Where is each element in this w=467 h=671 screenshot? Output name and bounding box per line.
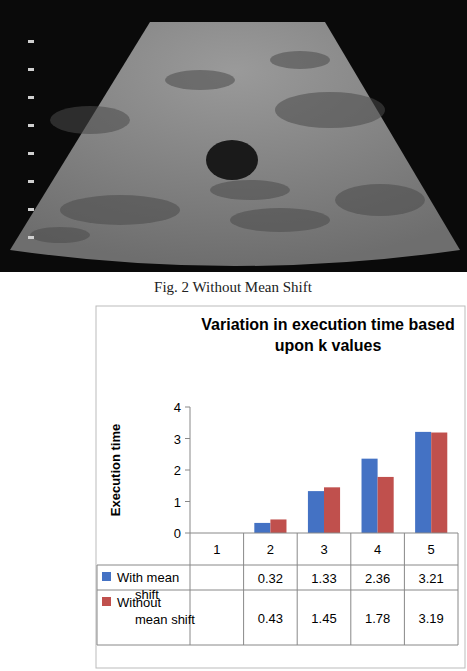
y-tick-label: 4: [174, 400, 181, 415]
depth-marker: [28, 40, 34, 43]
table-col-line: [190, 533, 191, 645]
depth-marker: [28, 68, 34, 71]
x-tick-label: 2: [267, 542, 274, 557]
data-label: 2.36: [365, 571, 390, 586]
x-tick-label: 1: [213, 542, 220, 557]
table-col-line: [404, 533, 405, 645]
chart-title: Variation in execution time based upon k …: [201, 316, 454, 354]
speckle: [60, 195, 180, 225]
scan-sector: [10, 22, 460, 266]
y-axis-line: [190, 407, 191, 533]
legend-key: [102, 597, 111, 606]
speckle: [210, 180, 290, 200]
lesion: [206, 140, 258, 180]
ultrasound-image: [0, 0, 467, 272]
speckle: [270, 51, 330, 69]
y-axis-title: Execution time: [108, 424, 123, 516]
table-col-line: [297, 533, 298, 645]
y-tick: [185, 470, 190, 471]
data-label: 3.21: [419, 571, 444, 586]
caption: Fig. 2 Without Mean Shift: [154, 279, 313, 295]
y-tick: [185, 407, 190, 408]
depth-marker: [28, 208, 34, 211]
depth-marker: [28, 180, 34, 183]
x-axis-line: [190, 533, 458, 534]
table-row-line: [97, 565, 458, 566]
table-col-line: [243, 533, 244, 645]
bar: [415, 432, 431, 533]
chart-frame: [96, 306, 465, 668]
data-label: 0.32: [258, 571, 283, 586]
legend-line: With mean: [117, 570, 179, 585]
speckle: [335, 184, 425, 216]
speckle: [30, 227, 90, 243]
x-tick-label: 4: [374, 542, 381, 557]
bars: [254, 432, 447, 533]
x-tick-label: 5: [428, 542, 435, 557]
legend-key: [102, 572, 111, 581]
bar: [308, 491, 324, 533]
y-tick: [185, 438, 190, 439]
speckle: [275, 92, 385, 128]
y-tick-label: 1: [174, 495, 181, 510]
table-row-line: [97, 645, 458, 646]
table-edge: [97, 565, 98, 645]
y-tick-label: 0: [174, 526, 181, 541]
bar: [324, 487, 340, 533]
speckle: [230, 208, 330, 232]
table-col-line: [458, 533, 459, 645]
data-label: 1.45: [311, 611, 336, 626]
bar: [254, 523, 270, 533]
title-line: upon k values: [275, 337, 382, 354]
table-col-line: [350, 533, 351, 645]
title-group: Variation in execution time based upon k …: [201, 316, 454, 354]
legend-line: Without: [117, 595, 161, 610]
data-label: 1.78: [365, 611, 390, 626]
depth-marker: [28, 152, 34, 155]
title-line: Variation in execution time based: [201, 316, 454, 333]
data-label: 1.33: [311, 571, 336, 586]
y-tick-label: 2: [174, 463, 181, 478]
bar: [431, 433, 447, 533]
bar: [270, 519, 286, 533]
depth-marker: [28, 124, 34, 127]
depth-marker: [28, 96, 34, 99]
speckle: [50, 106, 130, 134]
depth-marker: [28, 236, 34, 239]
legend-label: Without mean shift: [117, 595, 195, 627]
y-tick: [185, 533, 190, 534]
speckle: [165, 70, 235, 90]
data-label: 3.19: [419, 611, 444, 626]
data-table: 12345With meanshift0.321.332.363.21Witho…: [97, 533, 458, 645]
legend-line: mean shift: [135, 612, 195, 627]
y-tick-label: 3: [174, 432, 181, 447]
data-label: 0.43: [258, 611, 283, 626]
image-background: [0, 0, 467, 272]
bar: [378, 477, 394, 533]
bar: [362, 459, 378, 533]
x-tick-label: 3: [320, 542, 327, 557]
y-tick: [185, 501, 190, 502]
